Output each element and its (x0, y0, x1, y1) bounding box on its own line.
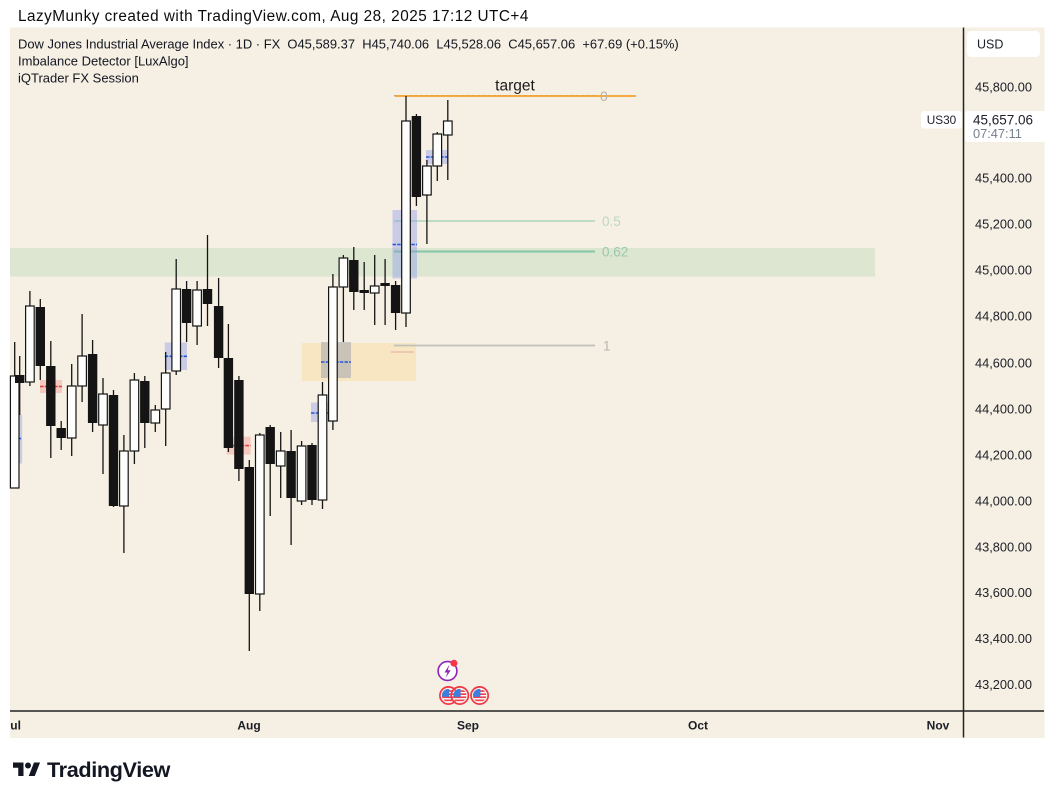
svg-text:ul: ul (10, 719, 21, 733)
svg-text:44,200.00: 44,200.00 (975, 448, 1032, 463)
svg-text:US30: US30 (927, 113, 957, 127)
svg-text:Oct: Oct (688, 719, 708, 733)
svg-text:44,600.00: 44,600.00 (975, 356, 1032, 371)
svg-text:iQTrader FX Session: iQTrader FX Session (18, 71, 139, 86)
svg-text:target: target (495, 78, 535, 95)
svg-text:Imbalance Detector [LuxAlgo]: Imbalance Detector [LuxAlgo] (18, 54, 189, 69)
svg-text:LazyMunky created with Trading: LazyMunky created with TradingView.com, … (18, 8, 529, 25)
svg-text:0.62: 0.62 (602, 244, 628, 259)
svg-text:44,400.00: 44,400.00 (975, 402, 1032, 417)
svg-text:45,200.00: 45,200.00 (975, 217, 1032, 232)
svg-text:45,657.06: 45,657.06 (973, 113, 1033, 128)
svg-text:07:47:11: 07:47:11 (973, 126, 1022, 141)
svg-text:0: 0 (600, 88, 608, 104)
svg-text:43,400.00: 43,400.00 (975, 631, 1032, 646)
svg-text:43,200.00: 43,200.00 (975, 677, 1032, 692)
svg-text:USD: USD (977, 38, 1003, 52)
svg-text:45,000.00: 45,000.00 (975, 263, 1032, 278)
svg-text:45,800.00: 45,800.00 (975, 80, 1032, 95)
svg-text:TradingView: TradingView (47, 757, 170, 782)
svg-text:Dow Jones Industrial Average I: Dow Jones Industrial Average Index · 1D … (18, 37, 679, 52)
svg-text:43,800.00: 43,800.00 (975, 540, 1032, 555)
svg-text:Sep: Sep (457, 719, 479, 733)
svg-text:44,800.00: 44,800.00 (975, 309, 1032, 324)
svg-text:44,000.00: 44,000.00 (975, 494, 1032, 509)
svg-text:43,600.00: 43,600.00 (975, 585, 1032, 600)
svg-text:Nov: Nov (927, 719, 950, 733)
svg-text:1: 1 (603, 338, 611, 353)
svg-text:0.5: 0.5 (602, 214, 621, 229)
svg-text:Aug: Aug (237, 719, 260, 733)
svg-text:45,400.00: 45,400.00 (975, 171, 1032, 186)
